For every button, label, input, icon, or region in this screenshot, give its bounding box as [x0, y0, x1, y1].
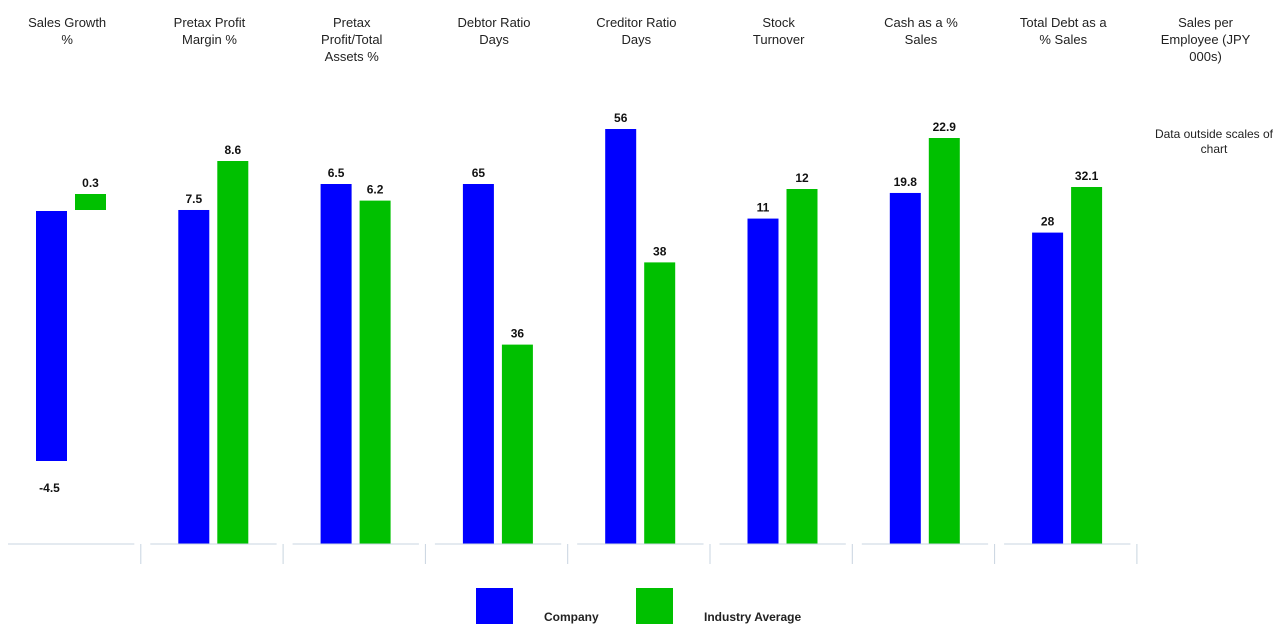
baselines — [8, 543, 1138, 564]
value-label-company: 7.5 — [185, 192, 202, 206]
bar-industry — [75, 194, 106, 210]
panel-title: Pretax Profit/Total Assets % — [321, 15, 383, 64]
value-label-industry: 38 — [653, 244, 667, 258]
value-label-company: 28 — [1041, 215, 1055, 229]
value-label-industry: 0.3 — [82, 176, 99, 190]
note-text: Data outside scales of chart — [1155, 127, 1274, 156]
bar-company — [1032, 232, 1064, 544]
bar-company — [36, 211, 67, 461]
legend-swatch-company — [476, 588, 513, 624]
panel-title: Sales per Employee (JPY 000s) — [1161, 15, 1251, 64]
panel-title: Stock Turnover — [753, 15, 805, 47]
value-label-industry: 6.2 — [367, 183, 384, 197]
bar-company — [747, 218, 779, 545]
bar-company — [605, 129, 637, 544]
bars — [36, 129, 1103, 545]
bar-industry — [217, 161, 249, 544]
bar-industry — [501, 344, 533, 544]
value-label-industry: 32.1 — [1075, 169, 1099, 183]
bar-industry — [359, 200, 391, 544]
panel-title: Pretax Profit Margin % — [174, 15, 246, 47]
panel-title: Total Debt as a% Sales — [1020, 15, 1107, 47]
legend-label-industry: Industry Average — [704, 610, 801, 624]
panel-title: Sales Growth% — [28, 15, 106, 47]
legend-swatch-industry — [636, 588, 673, 624]
bar-company — [320, 184, 352, 544]
bar-industry — [786, 189, 818, 544]
legend-label-company: Company — [544, 610, 599, 624]
value-labels: -4.5 0.3 7.5 8.6 6.5 6.2 65 36 56 38 11 12 19.8 22.9 2… — [39, 111, 1098, 495]
value-label-company: 6.5 — [328, 166, 345, 180]
value-label-industry: 22.9 — [933, 120, 957, 134]
panel-title: Creditor Ratio Days — [596, 15, 676, 47]
value-label-company: -4.5 — [39, 481, 60, 495]
value-label-industry: 36 — [511, 327, 525, 341]
value-label-company: 65 — [472, 166, 486, 180]
value-label-industry: 12 — [795, 171, 809, 185]
legend: Company Industry Average — [476, 588, 801, 624]
panel-title: Debtor Ratio Days — [458, 15, 531, 47]
bar-company — [889, 192, 921, 544]
value-label-company: 56 — [614, 111, 628, 125]
bar-industry — [1071, 187, 1103, 544]
value-label-company: 11 — [757, 201, 770, 215]
bar-industry — [928, 138, 960, 544]
bar-industry — [644, 262, 676, 544]
value-label-company: 19.8 — [894, 175, 918, 189]
bar-company — [462, 184, 494, 544]
panel-title: Cash as a % Sales — [884, 15, 958, 47]
note: Data outside scales of chart — [1155, 127, 1274, 156]
bar-company — [178, 209, 210, 544]
value-label-industry: 8.6 — [224, 143, 241, 157]
panel-titles: Sales Growth % Pretax Profit Margin % Pretax… — [28, 15, 1251, 64]
